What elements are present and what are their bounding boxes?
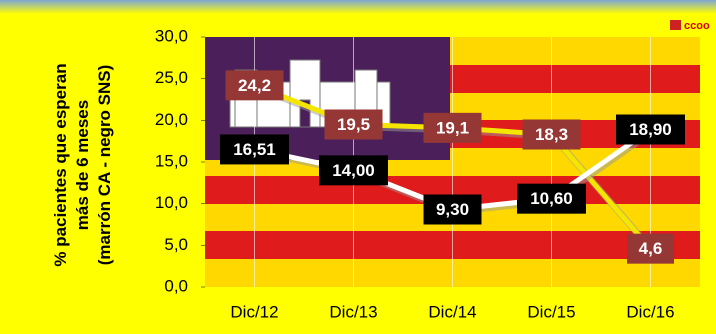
y-axis-label-line: (marrón CA - negro SNS) — [95, 65, 114, 266]
y-axis-label-line: % pacientes que esperan — [51, 63, 70, 266]
logo: ccoo — [684, 20, 710, 32]
value-label-box — [423, 194, 482, 225]
y-tick-label: 15,0 — [155, 151, 188, 170]
y-tick-label: 25,0 — [155, 68, 188, 87]
value-label: 4,6 — [639, 239, 663, 258]
value-label-box — [627, 233, 674, 264]
value-label: 19,1 — [436, 118, 469, 137]
logo-box: ccoo — [670, 20, 710, 32]
value-label: 16,51 — [233, 140, 276, 159]
value-label: 14,00 — [332, 161, 375, 180]
y-tick-label: 10,0 — [155, 193, 188, 212]
value-label: 24,2 — [238, 76, 271, 95]
y-axis-label: % pacientes que esperan más de 6 meses (ma… — [51, 63, 114, 266]
value-label: 19,5 — [337, 115, 370, 134]
value-label-box — [616, 114, 685, 145]
y-axis-label-line: más de 6 meses — [73, 100, 92, 230]
value-label: 18,3 — [535, 125, 568, 144]
x-tick-label: Dic/12 — [230, 302, 278, 321]
value-label: 10,60 — [530, 189, 573, 208]
value-label-box — [423, 112, 482, 143]
x-tick-label: Dic/13 — [329, 302, 377, 321]
y-tick-label: 0,0 — [164, 276, 188, 295]
value-label: 18,90 — [629, 120, 672, 139]
value-label: 9,30 — [436, 200, 469, 219]
y-tick-label: 20,0 — [155, 110, 188, 129]
y-tick-label: 5,0 — [164, 235, 188, 254]
x-tick-label: Dic/15 — [527, 302, 575, 321]
x-tick-label: Dic/14 — [428, 302, 476, 321]
value-label-box — [225, 70, 284, 101]
value-label-box — [522, 119, 581, 150]
value-label-box — [220, 134, 289, 165]
value-label-box — [324, 109, 383, 140]
top-band — [0, 0, 716, 14]
value-label-box — [319, 155, 388, 186]
x-tick-label: Dic/16 — [626, 302, 674, 321]
value-label-box — [517, 183, 586, 214]
y-tick-label: 30,0 — [155, 26, 188, 45]
